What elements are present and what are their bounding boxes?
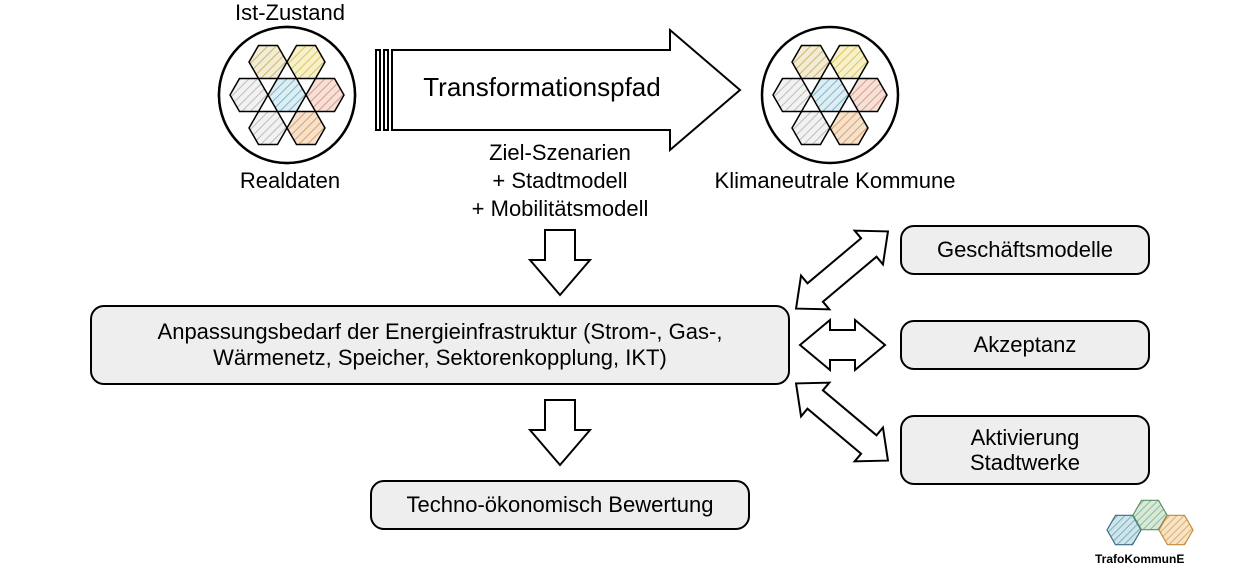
box-aktivierung: Aktivierung Stadtwerke <box>900 415 1150 485</box>
label-klimaneutrale-kommune: Klimaneutrale Kommune <box>705 168 965 194</box>
box-akzeptanz: Akzeptanz <box>900 320 1150 370</box>
label-transformationspfad: Transformationspfad <box>392 72 692 103</box>
label-mobilitaetsmodell: + Mobilitätsmodell <box>410 196 710 222</box>
hex-cluster-ist-clean <box>219 27 355 163</box>
label-realdaten: Realdaten <box>200 168 380 194</box>
label-stadtmodell: + Stadtmodell <box>410 168 710 194</box>
double-arrow-aktivierung <box>782 367 902 478</box>
label-ziel-szenarien: Ziel-Szenarien <box>410 140 710 166</box>
arrow-down-1 <box>530 230 590 295</box>
logo-hex <box>1107 500 1193 544</box>
label-ist-zustand: Ist-Zustand <box>200 0 380 26</box>
double-arrow-akzeptanz <box>800 320 885 370</box>
box-anpassung: Anpassungsbedarf der Energieinfrastruktu… <box>90 305 790 385</box>
arrow-down-2 <box>530 400 590 465</box>
box-techno: Techno-ökonomisch Bewertung <box>370 480 750 530</box>
logo-text: TrafoKommunE <box>1095 552 1184 566</box>
double-arrow-geschaeftsmodelle <box>782 215 902 326</box>
box-geschaeftsmodelle: Geschäftsmodelle <box>900 225 1150 275</box>
hex-cluster-ist <box>219 27 355 163</box>
hex-cluster-klimaneutral <box>762 27 898 163</box>
